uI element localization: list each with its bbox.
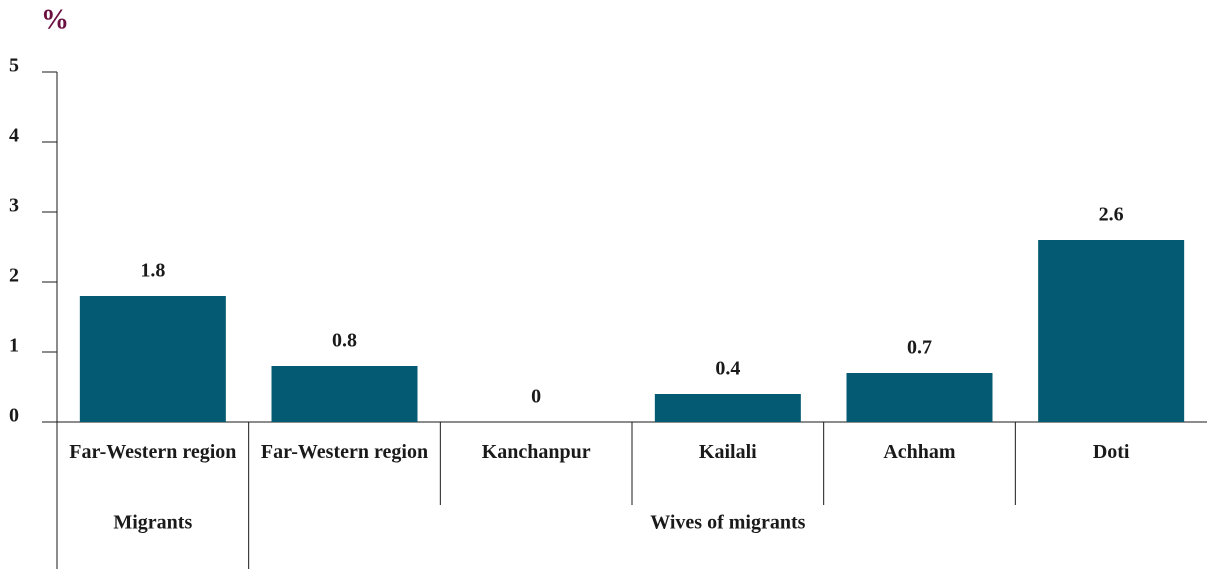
- y-tick-label: 1: [9, 335, 19, 357]
- group-label: Migrants: [113, 512, 192, 534]
- value-label: 0.4: [715, 358, 740, 380]
- y-tick-label: 2: [9, 265, 19, 287]
- y-axis-label: %: [41, 4, 69, 35]
- bar: [846, 373, 993, 422]
- x-tick-label: Kanchanpur: [481, 441, 591, 463]
- bar: [1038, 240, 1185, 422]
- x-tick-label: Far-Western region: [69, 441, 237, 463]
- x-tick-label: Far-Western region: [260, 441, 429, 463]
- x-tick-label-box: Kailali: [698, 441, 757, 463]
- y-tick-label: 0: [9, 405, 19, 427]
- value-label: 0: [531, 386, 541, 408]
- y-tick-label: 5: [9, 55, 19, 77]
- x-tick-label-box: Doti: [1092, 441, 1130, 463]
- bar: [271, 366, 418, 422]
- y-tick-label: 4: [9, 125, 19, 147]
- bar: [654, 394, 801, 422]
- group-label: Wives of migrants: [650, 512, 805, 534]
- x-tick-label-box: Far-Western region: [260, 441, 429, 463]
- x-tick-label: Achham: [883, 441, 956, 463]
- x-tick-label: Doti: [1092, 441, 1130, 463]
- value-label: 2.6: [1099, 204, 1124, 226]
- x-tick-label-box: Kanchanpur: [481, 441, 591, 463]
- x-tick-label-box: Achham: [883, 441, 956, 463]
- value-label: 1.8: [140, 260, 165, 282]
- value-label: 0.8: [332, 330, 357, 352]
- x-tick-label: Kailali: [698, 441, 757, 463]
- x-tick-label-box: Far-Western region: [69, 441, 237, 463]
- y-tick-label: 3: [9, 195, 19, 217]
- value-label: 0.7: [907, 337, 932, 359]
- bar: [79, 296, 226, 422]
